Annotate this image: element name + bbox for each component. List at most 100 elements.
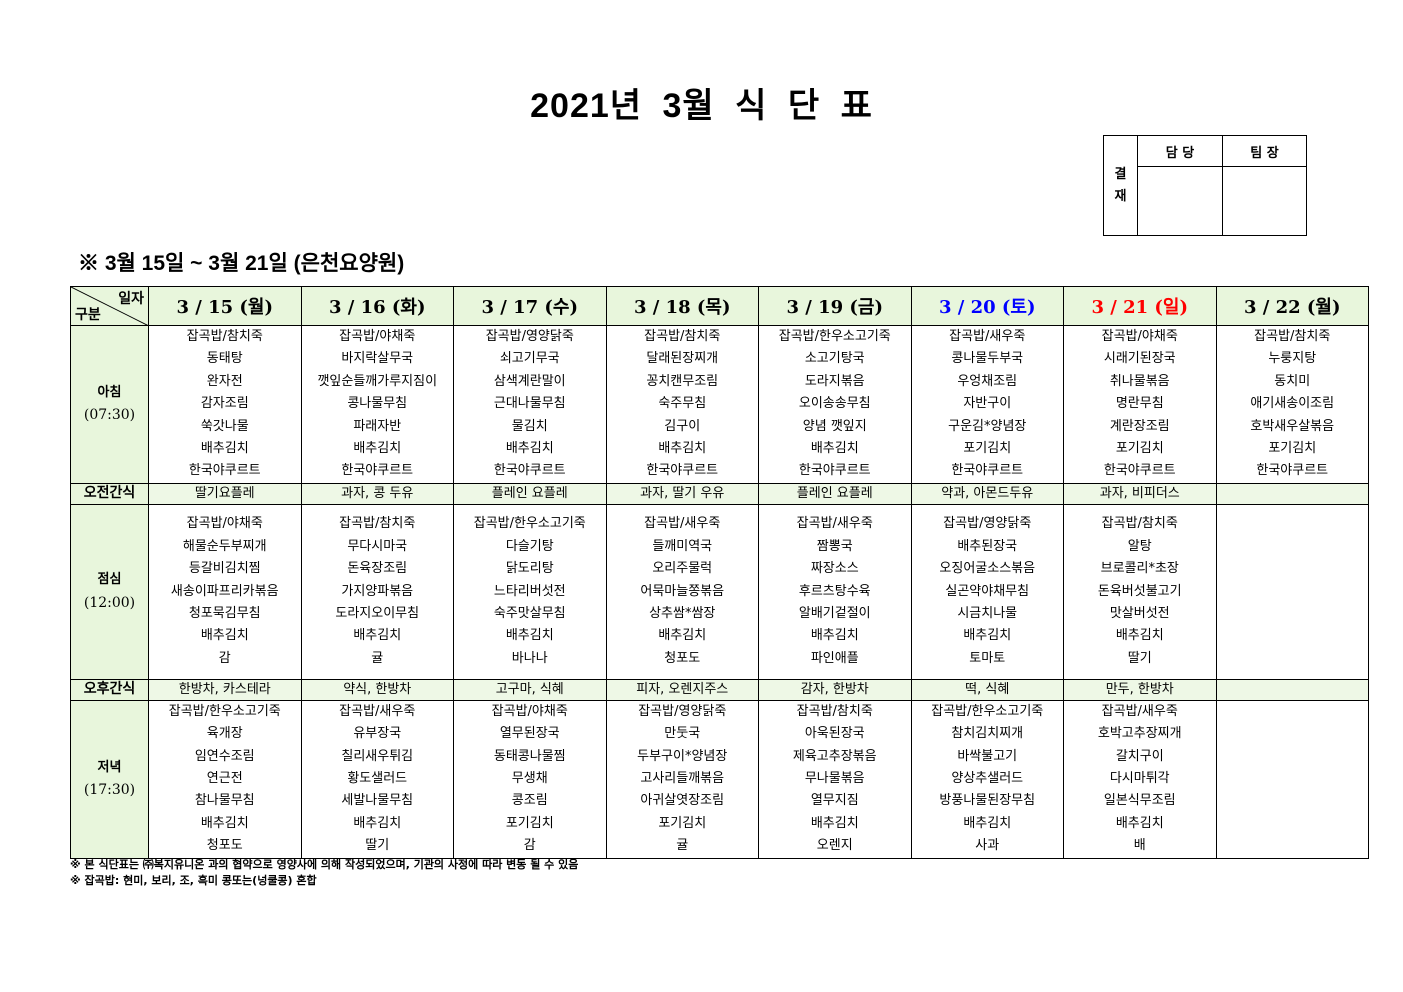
breakfast-cell: 잡곡밥/참치죽 동태탕 완자전 감자조림 쑥갓나물 배추김치 한국야쿠르트 [148,325,302,484]
menu-item: 칠리새우튀김 [341,748,414,764]
menu-item: 배추김치 [200,628,249,644]
date-header: 3 / 22 (월) [1215,286,1369,326]
afternoon_snack-label: 오후간식 [70,678,149,701]
menu-item: 바싹불고기 [957,748,1018,764]
morning_snack-cell: 플레인 요플레 [758,482,912,505]
menu-item: 열무된장국 [499,726,560,742]
menu-item: 두부구이*양념장 [637,748,728,764]
menu-item: 닭도리탕 [505,561,554,577]
approval-staff-header: 담 당 [1137,135,1223,167]
dinner-cell: 잡곡밥/영양닭죽 만둣국 두부구이*양념장 고사리들깨볶음 아귀살엿장조림 포기김치 귤 [605,699,759,859]
menu-item: 한국야쿠르트 [1103,463,1176,479]
menu-item: 배추김치 [1115,628,1164,644]
menu-item: 해물순두부찌개 [182,538,267,554]
menu-item: 도라지오이무침 [335,606,420,622]
afternoon_snack-cell: 피자, 오렌지주스 [605,678,759,701]
menu-item: 배추김치 [963,815,1012,831]
lunch-label: 점심 (12:00) [70,503,149,680]
menu-item: 배추김치 [1115,815,1164,831]
menu-item: 동태콩나물찜 [493,748,566,764]
menu-item: 취나물볶음 [1109,373,1170,389]
dinner-cell [1215,699,1369,859]
menu-item: 딸기 [365,838,390,854]
menu-item: 유부장국 [353,726,402,742]
menu-item: 물김치 [511,418,548,434]
menu-item: 한국야쿠르트 [493,463,566,479]
menu-item: 배추김치 [810,815,859,831]
menu-item: 들깨미역국 [652,538,713,554]
menu-item: 가지양파볶음 [341,583,414,599]
menu-item: 우엉채조림 [957,373,1018,389]
morning_snack-label: 오전간식 [70,482,149,505]
menu-item: 배추김치 [505,628,554,644]
menu-item: 오리주물럭 [652,561,713,577]
dinner-name: 저녁 [97,759,122,775]
menu-item: 사과 [975,838,1000,854]
lunch-cell: 잡곡밥/야채죽 해물순두부찌개 등갈비김치찜 새송이파프리카볶음 청포묵김무침 배추김치 감 [148,503,302,680]
menu-item: 배추김치 [658,441,707,457]
menu-item: 맛살버섯전 [1109,606,1170,622]
menu-item: 배추김치 [505,441,554,457]
menu-item: 배추김치 [810,628,859,644]
menu-item: 돈육버섯불고기 [1097,583,1182,599]
menu-item: 잡곡밥/참치죽 [644,329,721,344]
diagonal-line [71,287,148,325]
menu-item: 오이송송무침 [798,396,871,412]
menu-item: 잡곡밥/한우소고기죽 [473,516,586,532]
afternoon_snack-cell: 만두, 한방차 [1063,678,1217,701]
breakfast-time: (07:30) [83,407,136,424]
menu-item: 새송이파프리카볶음 [170,583,279,599]
menu-item: 계란장조림 [1109,418,1170,434]
menu-item: 다시마튀각 [1109,771,1170,787]
menu-item: 파래자반 [353,418,402,434]
menu-item: 느타리버섯전 [493,583,566,599]
menu-item: 참나물무침 [194,793,255,809]
breakfast-cell: 잡곡밥/새우죽 콩나물두부국 우엉채조림 자반구이 구운김*양념장 포기김치 한국야쿠르트 [910,325,1064,484]
menu-item: 잡곡밥/새우죽 [949,329,1026,344]
menu-item: 누룽지탕 [1268,351,1317,367]
menu-item: 포기김치 [1268,441,1317,457]
menu-item: 배추김치 [200,441,249,457]
menu-item: 한국야쿠르트 [1256,463,1329,479]
menu-item: 배추된장국 [957,538,1018,554]
morning_snack-cell: 딸기요플레 [148,482,302,505]
dinner-time: (17:30) [83,782,136,799]
menu-item: 구운김*양념장 [948,418,1027,434]
lunch-cell [1215,503,1369,680]
menu-item: 잡곡밥/참치죽 [1254,329,1331,344]
breakfast-row: 아침 (07:30) 잡곡밥/참치죽 동태탕 완자전 감자조림 쑥갓나물 배추김치 한국야쿠르트… [70,325,1369,484]
lunch-cell: 잡곡밥/참치죽 무다시마국 돈육장조림 가지양파볶음 도라지오이무침 배추김치 귤 [300,503,454,680]
breakfast-cell: 잡곡밥/야채죽 바지락살무국 깻잎순들깨가루지짐이 콩나물무침 파래자반 배추김치 한국야쿠… [300,325,454,484]
breakfast-cell: 잡곡밥/야채죽 시래기된장국 취나물볶음 명란무침 계란장조림 포기김치 한국야쿠르트 [1063,325,1217,484]
menu-item: 잡곡밥/새우죽 [339,703,416,719]
menu-item: 참치김치찌개 [951,726,1024,742]
date-header-row: 일자 구분 3 / 15 (월) 3 / 16 (화) 3 / 17 (수) 3 / 18… [70,286,1369,326]
dinner-label: 저녁 (17:30) [70,699,149,859]
menu-item: 잡곡밥/야채죽 [1101,329,1178,344]
menu-item: 깻잎순들깨가루지짐이 [317,373,438,389]
menu-item: 아욱된장국 [804,726,865,742]
lunch-cell: 잡곡밥/새우죽 들깨미역국 오리주물럭 어묵마늘쫑볶음 상추쌈*쌈장 배추김치 청포도 [605,503,759,680]
menu-item: 근대나물무침 [493,396,566,412]
morning_snack-cell [1215,482,1369,505]
lunch-cell: 잡곡밥/한우소고기죽 다슬기탕 닭도리탕 느타리버섯전 숙주맛살무침 배추김치 바나나 [453,503,607,680]
week-subtitle: ※ 3월 15일 ~ 3월 21일 (은천요양원) [78,252,405,275]
menu-item: 호박고추장찌개 [1097,726,1182,742]
menu-item: 상추쌈*쌈장 [649,606,716,622]
breakfast-cell: 잡곡밥/영양닭죽 쇠고기무국 삼색계란말이 근대나물무침 물김치 배추김치 한국야쿠르트 [453,325,607,484]
menu-item: 배추김치 [200,815,249,831]
menu-item: 돈육장조림 [347,561,408,577]
breakfast-cell: 잡곡밥/한우소고기죽 소고기탕국 도라지볶음 오이송송무침 양념 깻잎지 배추김치 한국야쿠… [758,325,912,484]
menu-item: 잡곡밥/참치죽 [1101,516,1178,532]
approval-staff-sign[interactable] [1137,166,1223,236]
date-header: 3 / 20 (토) [910,286,1064,326]
date-header: 3 / 16 (화) [300,286,454,326]
afternoon_snack-row: 오후간식 한방차, 카스테라 약식, 한방차 고구마, 식혜 피자, 오렌지주스 감자, … [70,678,1369,701]
approval-leader-sign[interactable] [1222,166,1307,236]
note-contract: ※ 본 식단표는 ㈜복지유니온 과의 협약으로 영양사에 의해 작성되었으며, … [70,858,579,871]
menu-item: 동치미 [1274,373,1311,389]
breakfast-cell: 잡곡밥/참치죽 누룽지탕 동치미 애기새송이조림 호박새우살볶음 포기김치 한국야쿠르트 [1215,325,1369,484]
menu-item: 등갈비김치찜 [188,561,261,577]
menu-item: 배추김치 [658,628,707,644]
menu-item: 다슬기탕 [505,538,554,554]
